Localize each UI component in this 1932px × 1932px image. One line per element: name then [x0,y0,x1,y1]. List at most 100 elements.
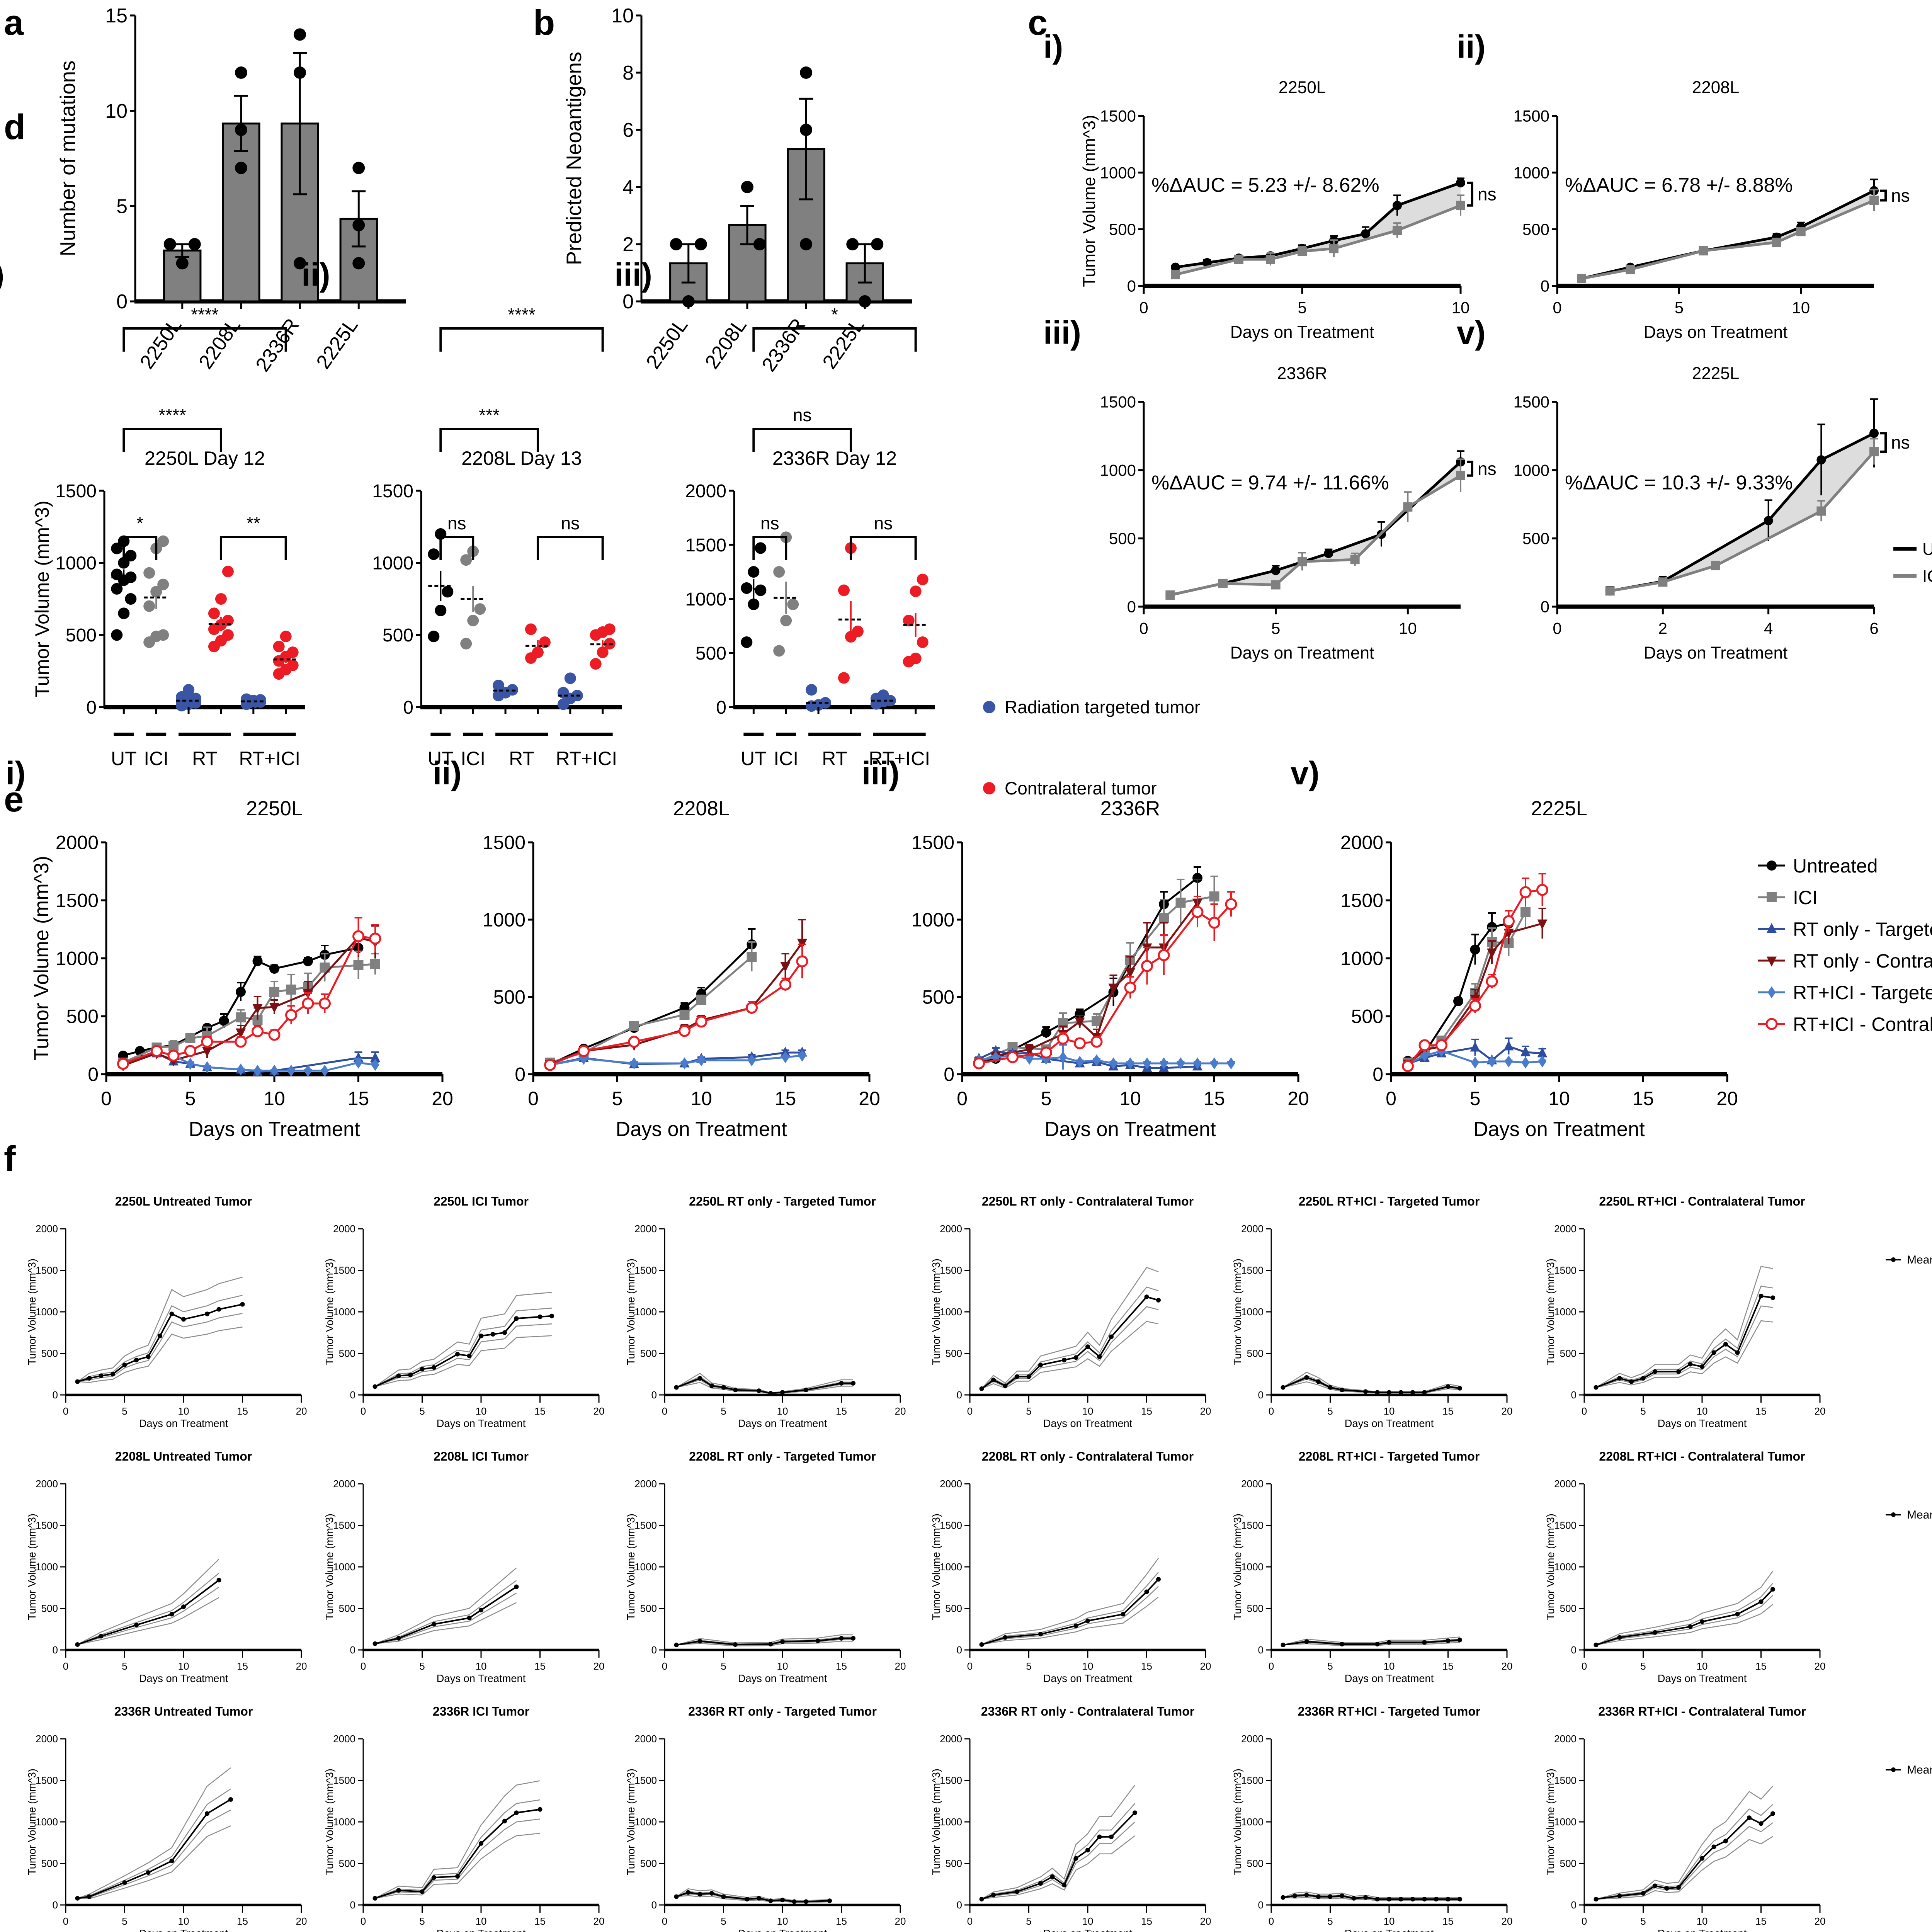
y-tick-label: 0 [622,291,634,313]
y-axis-label: Number of mutations [56,61,80,257]
y-tick-label: 2000 [940,1733,962,1745]
x-tick-label: 15 [534,1660,546,1672]
mean-point [99,1634,104,1639]
mean-point [1085,1848,1090,1853]
y-tick-label: 2000 [940,1223,962,1235]
individual-trace [77,1788,231,1899]
y-tick-label: 500 [1522,529,1549,548]
data-point [1435,1039,1447,1051]
subpanel-label: i) [6,755,26,791]
mean-point [780,1898,785,1903]
data-point [1192,873,1202,883]
y-axis-label: Tumor Volume (mm^3) [26,1769,38,1875]
y-axis-label: Tumor Volume (mm^3) [26,1259,38,1365]
series-line [1581,199,1875,280]
mean-point [1688,1362,1693,1367]
data-point [167,1049,180,1062]
y-tick-label: 1000 [634,1561,657,1573]
individual-trace [1595,1265,1773,1388]
data-point [1538,1055,1546,1068]
mean-point [851,1381,855,1386]
y-tick-label: 1000 [483,909,526,931]
individual-trace [375,1818,540,1899]
x-tick-label: 5 [1026,1915,1031,1927]
mean-point [804,1899,808,1904]
auc-annotation: %ΔAUC = 5.23 +/- 8.62% [1151,174,1379,197]
y-axis-label: Tumor Volume (mm^3) [1544,1769,1556,1875]
individual-trace [375,1592,517,1645]
y-tick-label: 0 [957,1644,962,1656]
mean-point [1062,1883,1066,1888]
series-rt-ici-contralateral-tumor [1402,873,1548,1072]
legend-marker [1767,923,1777,933]
y-tick-label: 2000 [36,1733,58,1745]
x-tick-label: 5 [419,1915,425,1927]
data-point [202,1047,212,1057]
data-point [1487,922,1497,932]
x-tick-label: 2 [1658,619,1667,637]
mean-point [745,1896,750,1901]
legend-marker [1891,1767,1896,1772]
mean-point [146,1870,151,1875]
mean-point [721,1894,726,1899]
x-tick-label: 0 [1269,1660,1274,1672]
chart-title: 2336R [1100,797,1160,820]
mean-point [169,1859,174,1864]
spider-plot-title: 2336R ICI Tumor [433,1704,529,1718]
data-point [125,550,137,561]
y-tick-label: 0 [944,1064,954,1085]
y-tick-label: 500 [1560,1858,1577,1869]
x-tick-label: 20 [1815,1915,1826,1927]
data-point [694,238,707,250]
data-point [871,238,884,250]
mean-point [757,1896,761,1901]
mean-point [479,1841,483,1846]
x-tick-label: 15 [1633,1088,1654,1109]
y-tick-label: 2000 [1340,832,1383,854]
spider-plot-title: 2336R RT+ICI - Contralateral Tumor [1598,1704,1806,1718]
x-tick-label: 15 [1442,1660,1454,1672]
data-point [1456,178,1465,188]
mean-point [991,1893,996,1898]
subpanel-label: i) [1043,29,1063,65]
series-line [122,936,376,1066]
mean-point [1747,1815,1752,1820]
data-point [780,615,792,626]
data-point [1007,1051,1019,1063]
y-tick-label: 1500 [1554,1265,1577,1276]
data-point [474,603,486,615]
comparison-bracket [752,536,787,560]
spider-plot-title: 2208L RT+ICI - Contralateral Tumor [1599,1449,1805,1463]
spider-plot: 0 500 1000 1500 2000 0 5 10 15 20 Days on Treatmen… [930,1704,1211,1932]
data-point [208,607,220,619]
y-tick-label: 0 [53,1899,58,1911]
x-tick-label: 0 [1139,298,1148,316]
individual-trace [981,1803,1135,1900]
data-point [151,1045,163,1057]
individual-trace [375,1567,517,1645]
y-tick-label: 0 [515,1064,526,1085]
data-point [604,623,616,635]
data-point [321,1065,329,1077]
data-point [973,1057,985,1070]
individual-trace [981,1586,1159,1645]
y-tick-label: 500 [1522,220,1549,238]
data-point [838,584,850,596]
mean-point [396,1373,401,1378]
x-tick-label: 5 [419,1660,425,1672]
panel-letter-b: b [533,3,555,43]
data-point [1075,1009,1085,1019]
mean-point [780,1639,785,1644]
mean-point [1398,1896,1403,1901]
mean-point [1387,1390,1391,1395]
y-tick-label: 2000 [36,1223,58,1235]
spider-plot-title: 2208L RT+ICI - Targeted Tumor [1299,1449,1480,1463]
data-point [1471,1056,1479,1069]
x-tick-label: 0 [662,1660,667,1672]
x-tick-label: 20 [895,1405,906,1417]
data-point [1324,549,1333,558]
data-point [352,930,364,942]
data-point [188,238,201,250]
mean-point [674,1894,679,1899]
data-point [273,641,285,653]
